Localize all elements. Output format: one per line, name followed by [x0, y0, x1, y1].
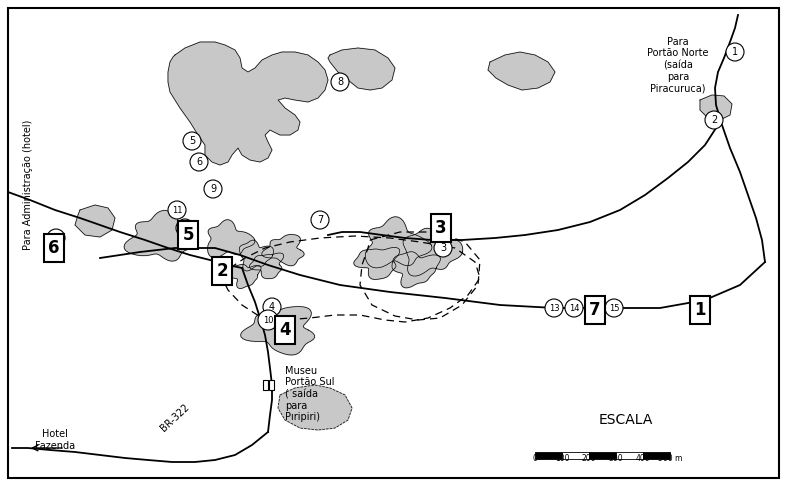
Circle shape [176, 219, 194, 237]
Circle shape [331, 73, 349, 91]
Circle shape [258, 310, 278, 330]
Text: 7: 7 [317, 215, 323, 225]
Circle shape [434, 239, 452, 257]
Text: 14: 14 [569, 303, 579, 312]
Polygon shape [75, 205, 115, 237]
Circle shape [204, 180, 222, 198]
Text: 9: 9 [210, 184, 216, 194]
Bar [616, 452, 643, 459]
Text: 3: 3 [435, 219, 447, 237]
Text: 6: 6 [196, 157, 202, 167]
Polygon shape [208, 220, 255, 258]
Bar [263, 380, 268, 390]
Polygon shape [249, 253, 284, 278]
Circle shape [726, 43, 744, 61]
Polygon shape [124, 210, 196, 261]
Polygon shape [241, 307, 315, 355]
Bar [269, 380, 274, 390]
Text: Museu
Portão Sul
( saída
para
Pıripiri): Museu Portão Sul ( saída para Pıripiri) [285, 366, 334, 422]
Text: 8: 8 [337, 77, 343, 87]
Text: Para Administração (hotel): Para Administração (hotel) [23, 120, 33, 250]
Circle shape [47, 229, 65, 247]
Polygon shape [488, 52, 555, 90]
Text: 13: 13 [549, 303, 560, 312]
Circle shape [311, 211, 329, 229]
Text: ESCALA: ESCALA [599, 413, 653, 427]
Polygon shape [239, 240, 273, 271]
Text: 7: 7 [589, 301, 600, 319]
Bar [589, 452, 616, 459]
Text: 2: 2 [711, 115, 717, 125]
Text: Hotel
Fazenda: Hotel Fazenda [35, 429, 75, 451]
Text: 15: 15 [609, 303, 619, 312]
Text: 0: 0 [533, 454, 538, 463]
Polygon shape [168, 42, 328, 165]
Text: 1: 1 [732, 47, 738, 57]
Circle shape [168, 201, 186, 219]
Circle shape [190, 153, 208, 171]
Text: 10: 10 [263, 315, 273, 325]
Polygon shape [278, 385, 352, 430]
Text: 3: 3 [440, 243, 446, 253]
Polygon shape [365, 217, 432, 268]
Text: 4: 4 [279, 321, 291, 339]
Polygon shape [328, 48, 395, 90]
Polygon shape [354, 247, 400, 279]
Text: 200: 200 [582, 454, 597, 463]
Text: 11: 11 [172, 206, 183, 214]
Text: 400: 400 [636, 454, 650, 463]
Text: BR-322: BR-322 [159, 402, 191, 434]
Text: 500 m: 500 m [658, 454, 682, 463]
Circle shape [263, 298, 281, 316]
Bar [643, 452, 670, 459]
Circle shape [605, 299, 623, 317]
Text: 4: 4 [269, 302, 275, 312]
Polygon shape [230, 264, 261, 289]
Text: 300: 300 [608, 454, 623, 463]
Polygon shape [392, 252, 441, 288]
Circle shape [705, 111, 723, 129]
Text: 1: 1 [694, 301, 706, 319]
Bar [535, 452, 562, 459]
Polygon shape [262, 235, 304, 266]
Text: 12: 12 [179, 224, 190, 232]
Text: 5: 5 [183, 226, 194, 244]
Text: 2: 2 [216, 262, 227, 280]
Text: 16: 16 [50, 233, 61, 243]
Text: Para
Portão Norte
(saída
para
Piracuruca): Para Portão Norte (saída para Piracuruca… [647, 37, 709, 93]
Text: 5: 5 [189, 136, 195, 146]
Circle shape [545, 299, 563, 317]
Polygon shape [403, 228, 463, 276]
Circle shape [183, 132, 201, 150]
Text: 100: 100 [555, 454, 569, 463]
Text: 6: 6 [48, 239, 60, 257]
Polygon shape [700, 95, 732, 120]
Bar [562, 452, 589, 459]
Circle shape [565, 299, 583, 317]
